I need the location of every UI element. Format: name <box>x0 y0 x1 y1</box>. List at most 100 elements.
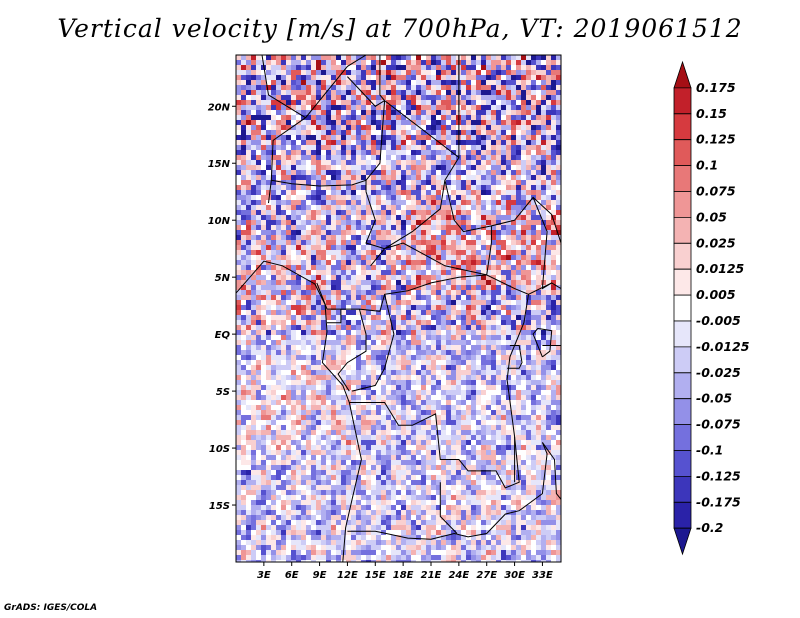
field-cell <box>251 70 256 75</box>
field-cell <box>521 250 526 255</box>
field-cell <box>286 85 291 90</box>
field-cell <box>491 85 496 90</box>
field-cell <box>526 395 531 400</box>
field-cell <box>551 275 556 280</box>
field-cell <box>551 415 556 420</box>
field-cell <box>516 105 521 110</box>
field-cell <box>241 240 246 245</box>
field-cell <box>536 125 541 130</box>
field-cell <box>391 70 396 75</box>
field-cell <box>276 195 281 200</box>
field-cell <box>296 195 301 200</box>
field-cell <box>381 425 386 430</box>
field-cell <box>256 370 261 375</box>
field-cell <box>446 270 451 275</box>
field-cell <box>381 190 386 195</box>
field-cell <box>356 80 361 85</box>
field-cell <box>396 145 401 150</box>
field-cell <box>546 285 551 290</box>
field-cell <box>246 75 251 80</box>
field-cell <box>311 375 316 380</box>
field-cell <box>351 390 356 395</box>
field-cell <box>426 285 431 290</box>
field-cell <box>256 165 261 170</box>
field-cell <box>251 235 256 240</box>
field-cell <box>551 365 556 370</box>
field-cell <box>241 160 246 165</box>
field-cell <box>531 415 536 420</box>
field-cell <box>371 110 376 115</box>
field-cell <box>481 270 486 275</box>
field-cell <box>466 330 471 335</box>
field-cell <box>346 185 351 190</box>
field-cell <box>496 230 501 235</box>
field-cell <box>466 185 471 190</box>
field-cell <box>546 115 551 120</box>
field-cell <box>311 355 316 360</box>
field-cell <box>506 110 511 115</box>
field-cell <box>516 340 521 345</box>
field-cell <box>241 415 246 420</box>
field-cell <box>291 265 296 270</box>
field-cell <box>416 350 421 355</box>
field-cell <box>511 90 516 95</box>
field-cell <box>466 425 471 430</box>
field-cell <box>296 290 301 295</box>
field-cell <box>401 120 406 125</box>
field-cell <box>281 255 286 260</box>
field-cell <box>506 310 511 315</box>
field-cell <box>441 220 446 225</box>
field-cell <box>366 430 371 435</box>
field-cell <box>516 90 521 95</box>
field-cell <box>491 135 496 140</box>
field-cell <box>431 210 436 215</box>
field-cell <box>431 380 436 385</box>
field-cell <box>506 180 511 185</box>
field-cell <box>301 305 306 310</box>
field-cell <box>486 60 491 65</box>
field-cell <box>536 150 541 155</box>
field-cell <box>366 135 371 140</box>
field-cell <box>446 220 451 225</box>
field-cell <box>301 100 306 105</box>
field-cell <box>521 340 526 345</box>
field-cell <box>291 410 296 415</box>
field-cell <box>391 395 396 400</box>
field-cell <box>296 360 301 365</box>
field-cell <box>461 370 466 375</box>
field-cell <box>346 200 351 205</box>
field-cell <box>331 285 336 290</box>
field-cell <box>281 140 286 145</box>
field-cell <box>386 335 391 340</box>
field-cell <box>411 220 416 225</box>
field-cell <box>421 345 426 350</box>
field-cell <box>261 55 266 60</box>
field-cell <box>481 195 486 200</box>
field-cell <box>241 195 246 200</box>
field-cell <box>481 80 486 85</box>
field-cell <box>541 400 546 405</box>
field-cell <box>526 325 531 330</box>
field-cell <box>451 350 456 355</box>
field-cell <box>501 370 506 375</box>
field-cell <box>521 70 526 75</box>
field-cell <box>536 110 541 115</box>
field-cell <box>546 230 551 235</box>
field-cell <box>461 145 466 150</box>
field-cell <box>376 275 381 280</box>
field-cell <box>346 410 351 415</box>
field-cell <box>266 55 271 60</box>
field-cell <box>351 250 356 255</box>
field-cell <box>341 285 346 290</box>
field-cell <box>436 60 441 65</box>
field-cell <box>366 315 371 320</box>
field-cell <box>346 435 351 440</box>
field-cell <box>261 120 266 125</box>
field-cell <box>286 125 291 130</box>
field-cell <box>386 345 391 350</box>
field-cell <box>296 415 301 420</box>
field-cell <box>496 390 501 395</box>
field-cell <box>261 410 266 415</box>
field-cell <box>466 190 471 195</box>
field-cell <box>491 150 496 155</box>
